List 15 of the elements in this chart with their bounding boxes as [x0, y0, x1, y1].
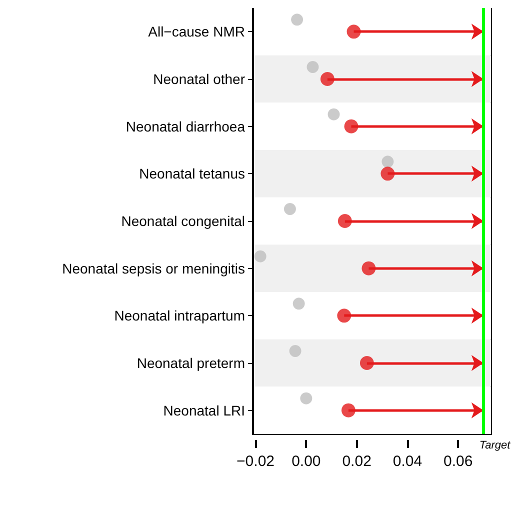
- x-tick-label: −0.02: [236, 453, 275, 470]
- y-tick-label: Neonatal diarrhoea: [126, 118, 246, 134]
- x-tick-label: 0.04: [392, 453, 422, 470]
- y-tick-label: Neonatal congenital: [121, 213, 245, 229]
- ref-line-label: Target: [479, 440, 512, 452]
- y-tick-label: Neonatal preterm: [136, 355, 245, 371]
- y-tick-label: Neonatal sepsis or meningitis: [62, 260, 245, 276]
- y-tick-label: Neonatal other: [153, 71, 246, 87]
- y-tick-label: Neonatal LRI: [163, 402, 245, 418]
- x-tick-label: 0.02: [342, 453, 372, 470]
- y-tick-label: All−cause NMR: [148, 24, 245, 40]
- y-tick-label: Neonatal intrapartum: [114, 308, 245, 324]
- x-tick-label: 0.00: [292, 453, 321, 470]
- x-tick-label: 0.06: [443, 453, 473, 470]
- y-tick-label: Neonatal tetanus: [139, 166, 245, 182]
